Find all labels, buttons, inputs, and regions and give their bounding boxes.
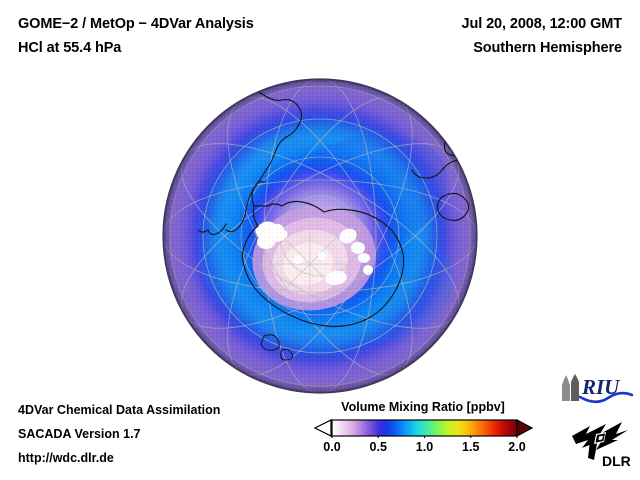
dlr-mark-icon (572, 422, 628, 460)
colorbar-tick-label: 1.5 (462, 440, 480, 454)
riu-tower-icon (562, 374, 579, 401)
riu-logo: RIU (558, 373, 634, 405)
colorbar-bar (331, 419, 518, 437)
colorbar-over-arrow (516, 419, 534, 437)
colorbar-tickmarks (331, 436, 518, 438)
dlr-wordmark: DLR (602, 453, 631, 469)
footer-line-url: http://wdc.dlr.de (18, 451, 114, 465)
colorbar-under-arrow (313, 419, 332, 437)
header-instrument-line: GOME−2 / MetOp − 4DVar Analysis (18, 16, 254, 32)
colorbar: Volume Mixing Ratio [ppbv] 0.0 0.5 1.0 1.5 2… (312, 400, 534, 456)
colorbar-tick-label: 1.0 (415, 440, 434, 454)
header-datetime: Jul 20, 2008, 12:00 GMT (461, 16, 622, 32)
colorbar-gradient (313, 419, 534, 438)
header-species-line: HCl at 55.4 hPa (18, 40, 122, 56)
footer-line-assimilation: 4DVar Chemical Data Assimilation (18, 403, 221, 417)
limb-shading (163, 79, 477, 393)
globe-map (162, 78, 478, 394)
colorbar-tick-label: 0.0 (323, 440, 341, 454)
colorbar-tick-labels: 0.0 0.5 1.0 1.5 2.0 (312, 440, 534, 456)
riu-swoosh-icon (578, 391, 634, 404)
footer-line-version: SACADA Version 1.7 (18, 427, 141, 441)
dlr-logo: DLR (566, 414, 636, 470)
colorbar-title: Volume Mixing Ratio [ppbv] (341, 400, 505, 414)
colorbar-tick-label: 2.0 (508, 440, 526, 454)
globe-outline (162, 78, 478, 394)
colorbar-tick-label: 0.5 (369, 440, 387, 454)
header-region: Southern Hemisphere (473, 40, 622, 56)
